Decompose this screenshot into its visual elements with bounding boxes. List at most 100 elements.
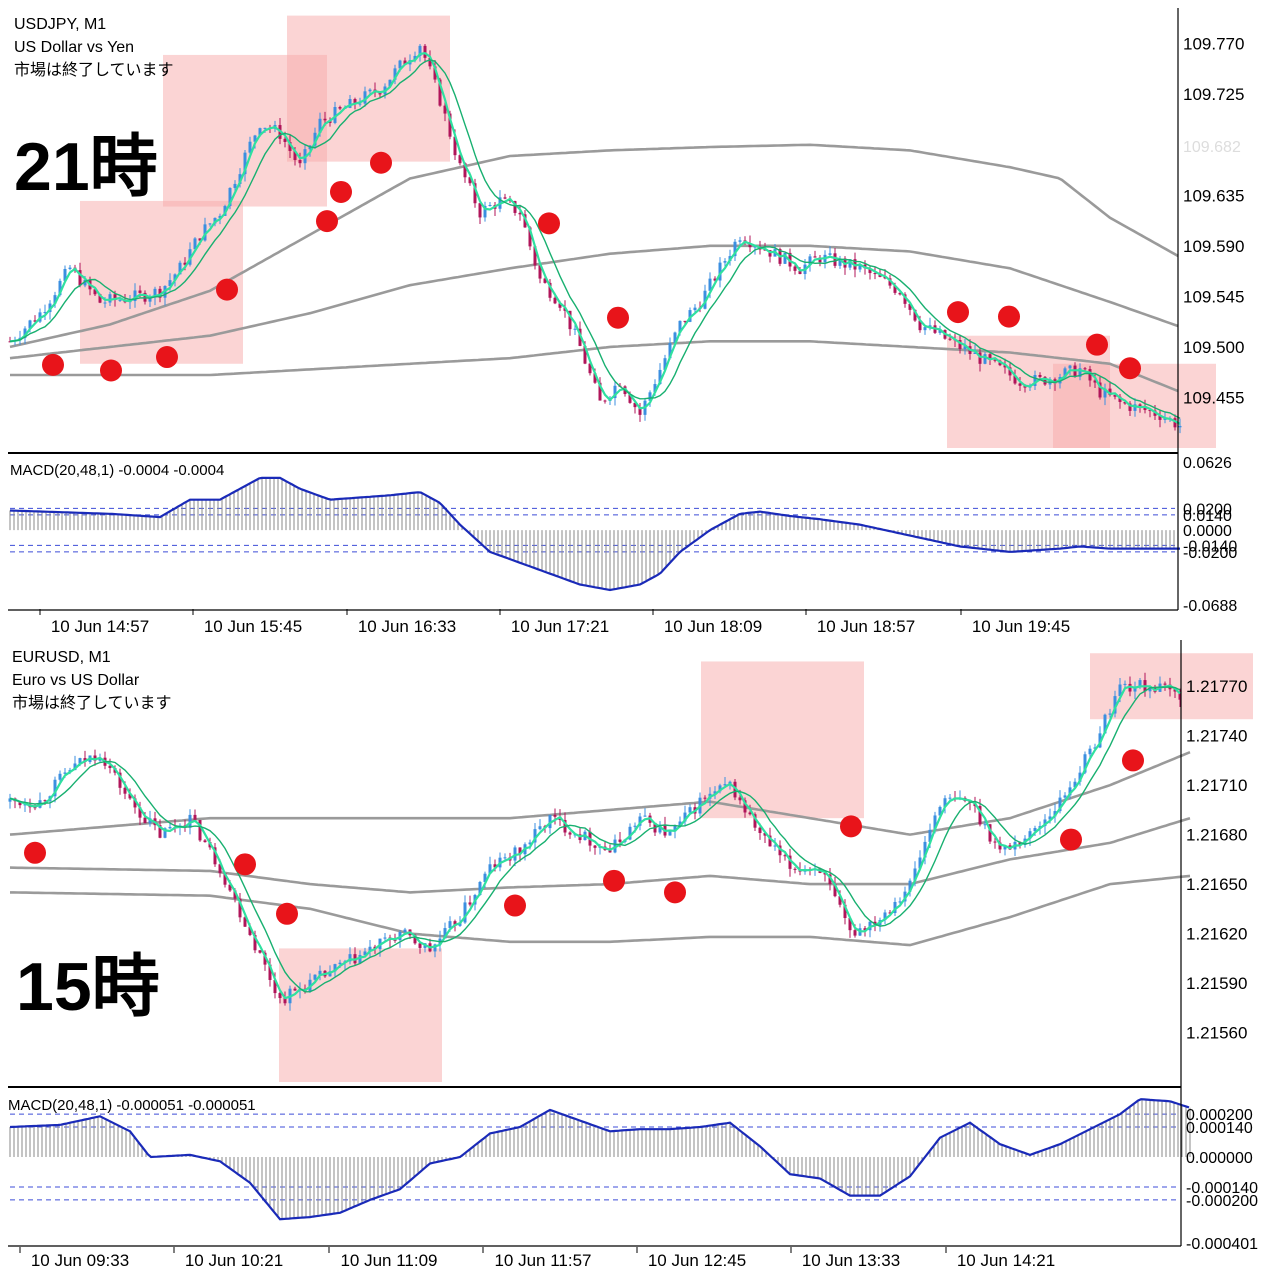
usdjpy-candle-body <box>58 280 62 296</box>
eurusd-candle-body <box>43 800 47 802</box>
usdjpy-candle-body <box>423 45 427 58</box>
usdjpy-time-tick-label: 10 Jun 17:21 <box>511 617 609 636</box>
usdjpy-signal-dot-11 <box>1086 333 1108 356</box>
eurusd-candle <box>948 794 952 801</box>
usdjpy-signal-dot-8 <box>607 306 629 329</box>
eurusd-chart: 1.21770 1.21740 1.21710 1.21680 1.21650 1.216… <box>8 640 1258 1270</box>
eurusd-macd-line <box>9 1098 1190 1221</box>
usdjpy-candle <box>1043 375 1047 386</box>
eurusd-candle-body <box>253 934 257 951</box>
usdjpy-candle-body <box>1108 388 1112 395</box>
usdjpy-candle <box>958 334 962 354</box>
eurusd-candle-body <box>738 797 742 801</box>
eurusd-candle <box>1113 690 1117 718</box>
eurusd-candle <box>213 842 217 867</box>
eurusd-candle <box>943 795 947 814</box>
eurusd-candle <box>293 986 297 991</box>
usdjpy-price-tick-label: 109.590 <box>1183 237 1244 256</box>
usdjpy-candle <box>338 105 342 111</box>
eurusd-candle <box>238 892 242 923</box>
usdjpy-candle-body <box>1098 382 1102 398</box>
eurusd-candle-body <box>658 824 662 833</box>
usdjpy-candle-body <box>568 310 572 330</box>
usdjpy-price-tick-label: 109.725 <box>1183 85 1244 104</box>
usdjpy-time-tick-label: 10 Jun 18:09 <box>664 617 762 636</box>
eurusd-candle-body <box>793 868 797 870</box>
usdjpy-candle-body <box>958 340 962 349</box>
usdjpy-candle-body <box>313 132 317 146</box>
usdjpy-candle-body <box>443 105 447 114</box>
eurusd-candle <box>1068 781 1072 800</box>
usdjpy-candle <box>603 399 607 404</box>
usdjpy-candle-body <box>738 240 742 242</box>
eurusd-candle-body <box>1123 683 1127 685</box>
usdjpy-time-tick-label: 10 Jun 14:57 <box>51 617 149 636</box>
usdjpy-candle-body <box>68 267 72 269</box>
eurusd-candle-body <box>933 815 937 830</box>
usdjpy-candle-body <box>173 274 177 281</box>
usdjpy-candle-body <box>283 138 287 142</box>
usdjpy-candle-body <box>658 369 662 385</box>
eurusd-candle-body <box>358 955 362 964</box>
usdjpy-macd-tick-label: 0.0200 <box>1183 501 1232 518</box>
eurusd-candle-body <box>1148 687 1152 692</box>
eurusd-candle <box>988 823 992 844</box>
eurusd-candle-body <box>293 988 297 991</box>
usdjpy-candle <box>288 134 292 158</box>
usdjpy-candle <box>738 236 742 245</box>
usdjpy-candle-body <box>23 328 27 338</box>
usdjpy-ma-fast <box>9 52 1181 425</box>
usdjpy-candle-body <box>98 294 102 303</box>
usdjpy-candle-body <box>1063 368 1067 378</box>
usdjpy-band-0 <box>10 340 1179 393</box>
usdjpy-candle <box>1103 383 1107 406</box>
usdjpy-candle <box>978 347 982 372</box>
eurusd-candle-body <box>768 835 772 847</box>
eurusd-candle-body <box>593 845 597 848</box>
usdjpy-candle-body <box>228 187 232 207</box>
usdjpy-candle <box>1033 370 1037 391</box>
usdjpy-candle-body <box>468 177 472 184</box>
usdjpy-candle-body <box>1148 410 1152 412</box>
usdjpy-candle-body <box>928 325 932 328</box>
eurusd-candle-body <box>633 825 637 827</box>
eurusd-candle-body <box>203 840 207 843</box>
usdjpy-candle-body <box>433 66 437 80</box>
usdjpy-candle-body <box>298 159 302 164</box>
usdjpy-candle <box>873 266 877 280</box>
eurusd-candle-body <box>223 873 227 885</box>
usdjpy-candle-body <box>413 55 417 61</box>
eurusd-candle <box>788 848 792 877</box>
usdjpy-candle-body <box>1093 380 1097 383</box>
usdjpy-candle-body <box>783 252 787 264</box>
usdjpy-candle <box>298 152 302 168</box>
eurusd-candle-body <box>1173 689 1177 692</box>
eurusd-candle-body <box>1098 733 1102 748</box>
usdjpy-signal-markers <box>42 151 1141 382</box>
usdjpy-candle-body <box>923 327 927 331</box>
eurusd-candle-body <box>643 815 647 817</box>
usdjpy-candle-body <box>248 141 252 153</box>
eurusd-candle-body <box>1043 819 1047 827</box>
usdjpy-candle-body <box>463 163 467 178</box>
usdjpy-price-tick-label: 109.500 <box>1183 338 1244 357</box>
eurusd-candle-body <box>1018 841 1022 845</box>
eurusd-candle <box>418 943 422 954</box>
eurusd-candle-body <box>1003 845 1007 850</box>
eurusd-macd-tick-label: 0.000140 <box>1186 1120 1253 1137</box>
usdjpy-candle-body <box>293 150 297 160</box>
eurusd-candle <box>723 777 727 787</box>
usdjpy-candle-body <box>78 270 82 286</box>
eurusd-price-tick-label: 1.21680 <box>1186 826 1247 845</box>
usdjpy-candle-body <box>358 103 362 105</box>
usdjpy-candle <box>193 237 197 250</box>
usdjpy-candle-body <box>548 282 552 298</box>
usdjpy-candle <box>393 64 397 85</box>
usdjpy-candle <box>333 101 337 125</box>
usdjpy-candle-body <box>133 290 137 302</box>
usdjpy-candle <box>538 263 542 284</box>
eurusd-candle <box>1033 825 1037 837</box>
eurusd-candle-body <box>1028 831 1032 839</box>
eurusd-candle-body <box>53 779 57 797</box>
usdjpy-candle-body <box>903 294 907 304</box>
